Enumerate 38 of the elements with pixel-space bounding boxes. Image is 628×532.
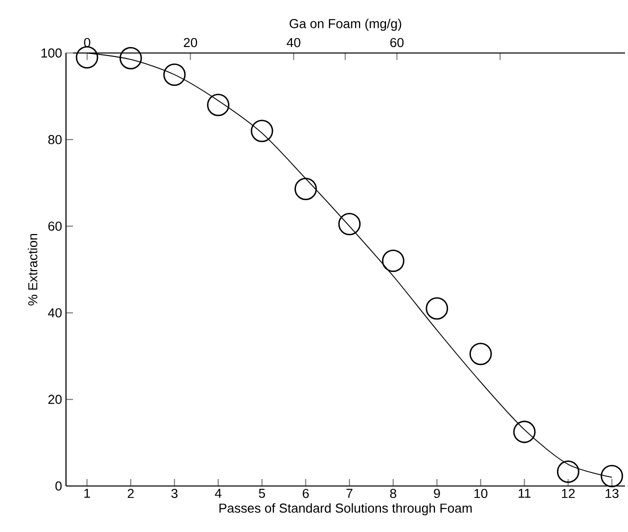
x2-tick-label: 40 [286,38,300,48]
x-tick-label: 2 [128,488,134,498]
point [338,212,361,236]
point [207,94,230,116]
point [120,46,142,70]
y-tick-label: 0 [55,481,62,491]
x2-tick-label: 60 [390,38,404,48]
point [294,178,317,200]
point [556,460,580,483]
y-tick-label: 40 [48,308,62,318]
x-tick-label: 12 [562,488,575,498]
y-tick-label: 80 [48,135,62,144]
x2-tick-label: 20 [184,38,198,48]
point [426,297,448,320]
point [382,250,404,272]
x-tick-label: 11 [518,488,530,498]
point [600,464,624,488]
x-tick-label: 4 [214,488,222,498]
point [469,342,492,366]
x-tick-label: 1 [84,488,90,498]
point [163,63,186,86]
y-tick-label: 60 [48,222,62,231]
x-tick-label: 3 [171,488,178,498]
x-tick-label: 5 [258,488,266,498]
x-tick-label: 9 [434,488,440,498]
y-axis-title: % Extraction [28,234,38,306]
x-tick-label: 13 [606,488,619,498]
x-tick-label: 10 [474,488,488,498]
x-tick-label: 7 [346,488,352,498]
y-tick-label: 20 [48,394,62,404]
x-tick-label: 8 [390,488,396,498]
x2-axis-title: Ga on Foam (mg/g) [290,18,402,31]
y-tick-label: 100 [42,48,62,58]
x-tick-label: 6 [302,488,309,498]
point [250,120,274,142]
point [513,420,536,444]
x-axis-title: Passes of Standard Solutions through Foam [219,503,472,516]
point [76,46,98,69]
